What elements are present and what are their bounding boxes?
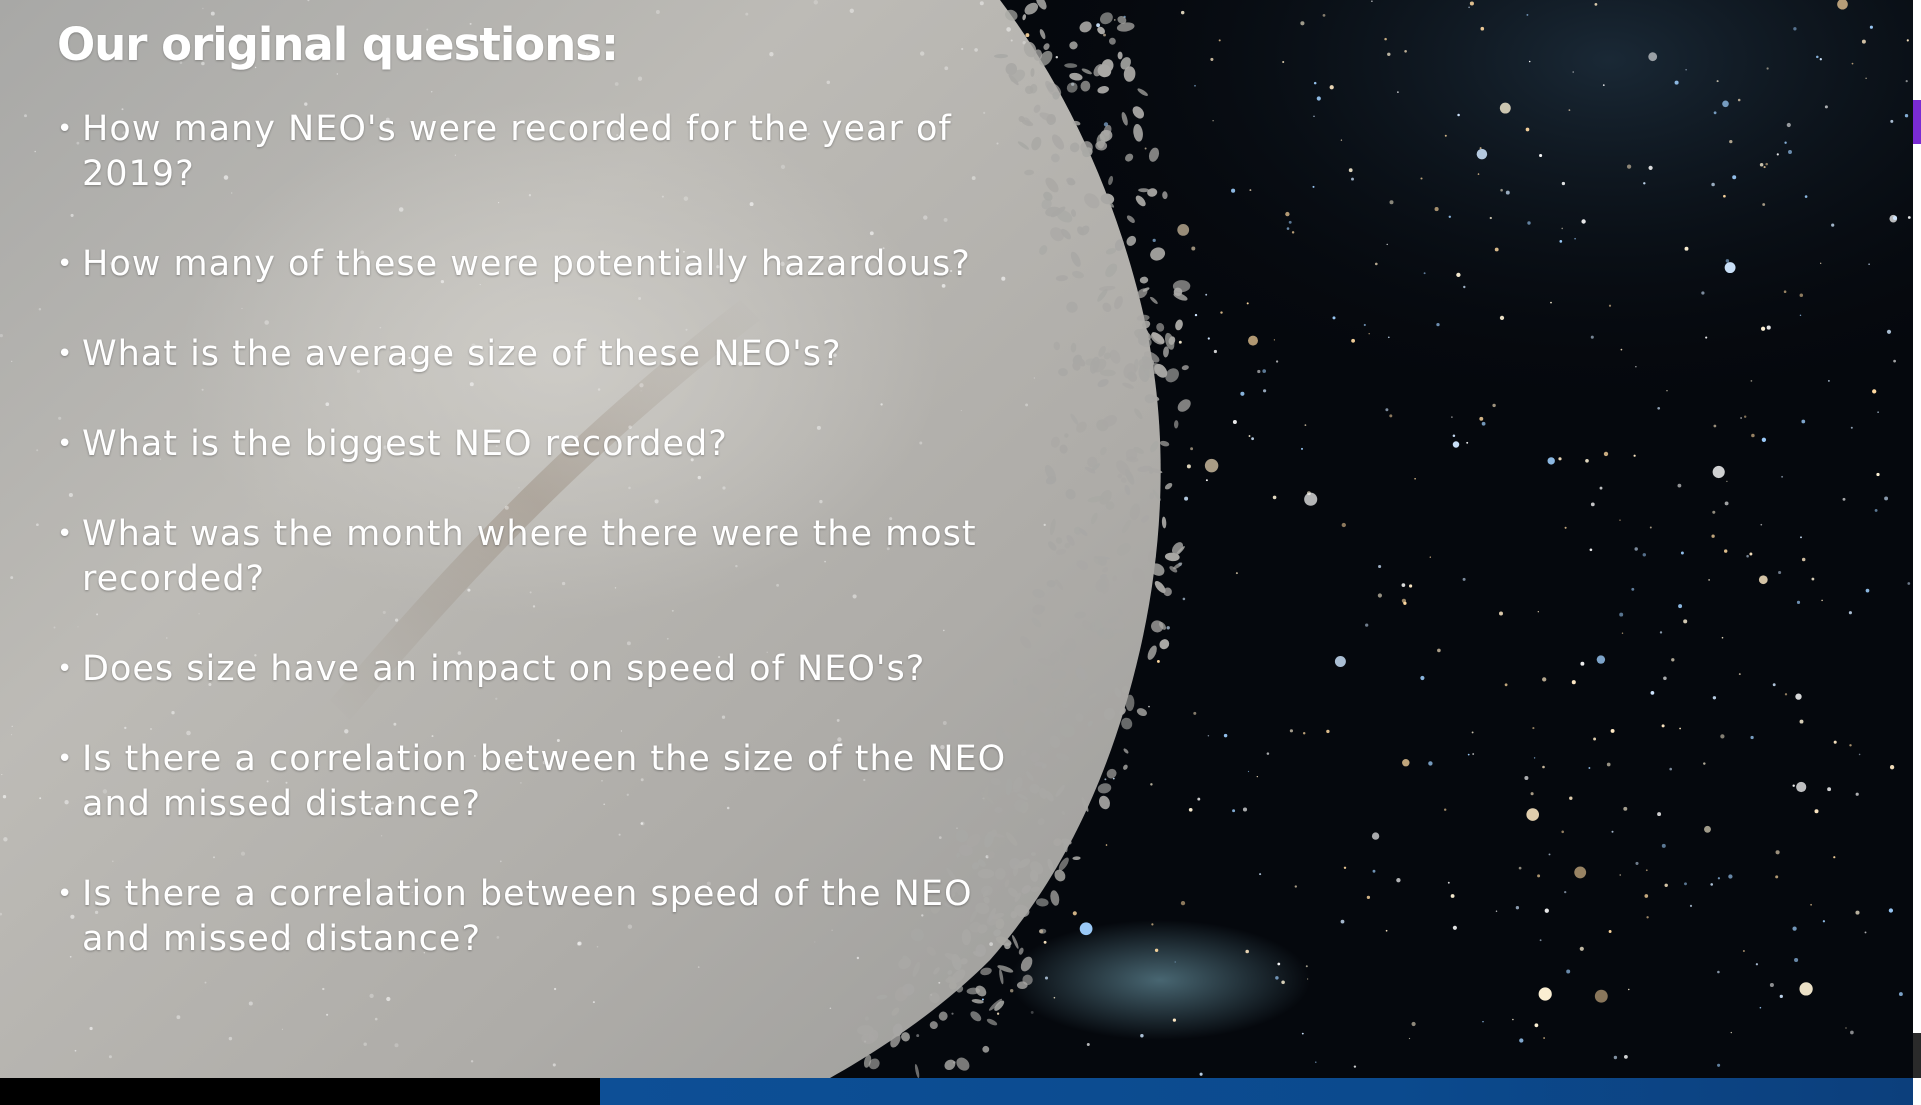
list-item: • How many NEO's were recorded for the y… [57,107,1017,197]
question-text: What is the average size of these NEO's? [82,334,842,374]
question-text: What was the month where there were the … [82,514,977,599]
bullet-icon: • [57,744,74,774]
question-text: Is there a correlation between the size … [82,739,1007,824]
bullet-icon: • [57,519,74,549]
list-item: • Does size have an impact on speed of N… [57,647,1017,692]
question-text: How many of these were potentially hazar… [82,244,971,284]
slide: Our original questions: • How many NEO's… [0,0,1913,1078]
question-text: What is the biggest NEO recorded? [82,424,728,464]
bullet-icon: • [57,249,74,279]
bottom-progress-bar [600,1078,1913,1105]
edge-dark-strip [1913,1033,1921,1078]
list-item: • What is the average size of these NEO'… [57,332,1017,377]
galaxy-overlay [0,0,1191,1078]
bullet-icon: • [57,429,74,459]
bullet-icon: • [57,339,74,369]
questions-list: • How many NEO's were recorded for the y… [57,107,1017,1007]
edge-marker [1913,100,1921,144]
list-item: • What is the biggest NEO recorded? [57,422,1017,467]
bullet-icon: • [57,879,74,909]
list-item: • What was the month where there were th… [57,512,1017,602]
question-text: Is there a correlation between speed of … [82,874,973,959]
question-text: Does size have an impact on speed of NEO… [82,649,926,689]
list-item: • Is there a correlation between the siz… [57,737,1017,827]
window-right-edge [1913,0,1921,1105]
bottom-bar-left [0,1078,600,1105]
question-text: How many NEO's were recorded for the yea… [82,109,952,194]
bullet-icon: • [57,114,74,144]
list-item: • How many of these were potentially haz… [57,242,1017,287]
bullet-icon: • [57,654,74,684]
slide-title: Our original questions: [57,18,619,71]
list-item: • Is there a correlation between speed o… [57,872,1017,962]
